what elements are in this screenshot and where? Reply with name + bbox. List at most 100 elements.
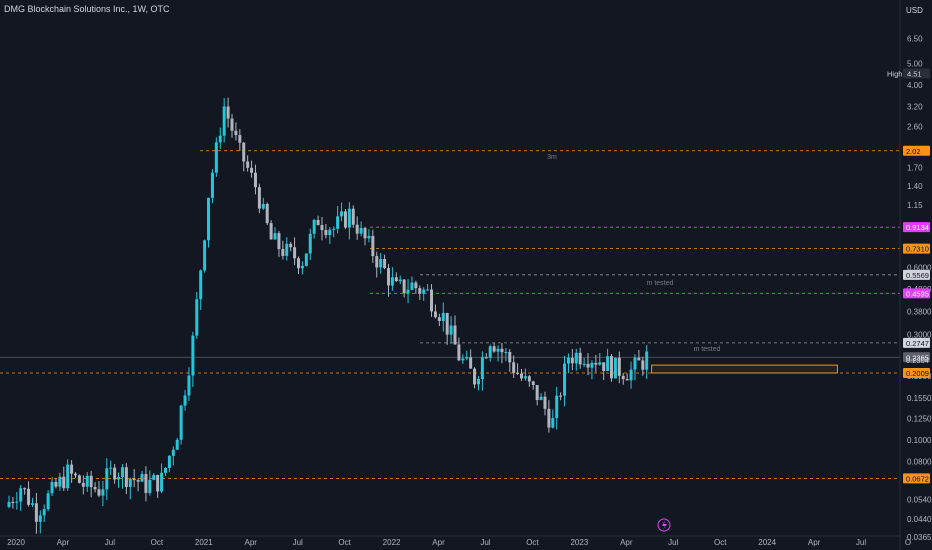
price-tag-bg [903, 337, 930, 348]
x-tick-label: Apr [245, 538, 258, 547]
candle-body [140, 474, 144, 482]
candle-body [105, 468, 109, 490]
candle-body [527, 376, 531, 382]
candle-body [351, 208, 355, 225]
price-tag-label: 0.5569 [906, 271, 929, 280]
candle-body [74, 473, 78, 476]
candle-body [128, 478, 132, 488]
candles-layer [7, 97, 649, 534]
price-tag-label: 0.2009 [906, 369, 929, 378]
candle-body [367, 235, 371, 239]
candle-body [566, 357, 570, 364]
candle-body [199, 270, 203, 300]
candle-body [257, 187, 261, 209]
level-note: 3m [547, 154, 557, 161]
y-tick-label: 1.15 [907, 201, 923, 210]
y-tick-label: 5.00 [907, 60, 923, 69]
candle-body [598, 362, 602, 365]
x-tick-label: 2024 [758, 538, 776, 547]
candle-body [250, 167, 254, 173]
y-tick-label: 1.40 [907, 182, 923, 191]
candle-body [246, 161, 250, 168]
y-tick-label: 1.70 [907, 163, 923, 172]
candle-body [422, 289, 426, 294]
candle-body [453, 325, 457, 345]
lightning-icon[interactable] [657, 518, 671, 532]
candle-body [316, 219, 320, 226]
price-tag-bg [903, 145, 930, 156]
candle-body [234, 130, 238, 136]
price-tag-bg [903, 269, 930, 280]
candle-body [520, 373, 524, 379]
candle-body [547, 408, 551, 428]
y-tick-label: 0.1000 [907, 436, 932, 445]
x-tick-label: O [905, 538, 911, 547]
price-tag-label: 0.9134 [906, 223, 929, 232]
candle-body [171, 449, 175, 456]
candle-body [476, 378, 480, 385]
candle-body [222, 106, 226, 136]
price-tag-label: 0.2747 [906, 339, 929, 348]
candle-body [418, 288, 422, 294]
price-tag-label: 0.0672 [906, 474, 929, 483]
candle-body [109, 467, 113, 469]
candle-body [132, 478, 136, 481]
candle-body [609, 356, 613, 379]
markers: High 4.51 [657, 68, 930, 532]
candle-body [461, 358, 465, 361]
candle-body [613, 357, 617, 379]
candle-body [535, 384, 539, 401]
candle-body [457, 344, 461, 361]
candle-body [144, 474, 148, 493]
candle-body [340, 211, 344, 217]
x-tick-label: Oct [151, 538, 164, 547]
candle-body [238, 135, 242, 143]
price-tag-bg [903, 288, 930, 299]
candle-body [617, 357, 621, 376]
candle-body [15, 501, 19, 503]
candle-body [586, 363, 590, 368]
candle-body [7, 501, 11, 507]
lightning-icon-bolt [662, 520, 667, 530]
candle-body [332, 228, 336, 230]
candle-body [379, 259, 383, 268]
high-marker-value: 4.51 [907, 69, 922, 78]
high-marker-tag-bg [903, 68, 930, 79]
candle-body [312, 219, 316, 234]
candle-body [38, 515, 42, 522]
candle-body [578, 352, 582, 365]
candle-body [347, 208, 351, 228]
candle-body [293, 247, 297, 259]
candle-body [101, 489, 105, 496]
candle-body [152, 475, 156, 480]
currency-label[interactable]: USD [906, 6, 923, 15]
support-zone [651, 364, 838, 374]
candle-body [175, 439, 179, 450]
y-tick-label: 0.3000 [907, 330, 932, 339]
candle-body [484, 357, 488, 359]
y-tick-label: 0.0540 [907, 495, 932, 504]
candle-body [383, 259, 387, 269]
candle-body [375, 256, 379, 268]
candle-body [512, 362, 516, 373]
candle-body [203, 240, 207, 271]
x-tick-label: 2021 [195, 538, 213, 547]
x-tick-label: Apr [808, 538, 821, 547]
y-tick-label: 3.20 [907, 102, 923, 111]
x-tick-label: Oct [526, 538, 539, 547]
price-tag-bg [903, 352, 930, 363]
candle-body [539, 396, 543, 401]
candle-body [398, 279, 402, 282]
candle-body [277, 233, 281, 249]
candle-body [488, 346, 492, 358]
candle-body [167, 455, 171, 468]
lightning-icon-ring [657, 518, 671, 532]
candle-body [645, 351, 649, 370]
y-axis: 6.505.004.003.202.601.701.401.150.60000.… [899, 0, 932, 550]
y-tick-label: 0.0800 [907, 458, 932, 467]
candle-body [621, 375, 625, 380]
price-tag-label: 0.7310 [906, 245, 929, 254]
candle-body [261, 203, 265, 209]
